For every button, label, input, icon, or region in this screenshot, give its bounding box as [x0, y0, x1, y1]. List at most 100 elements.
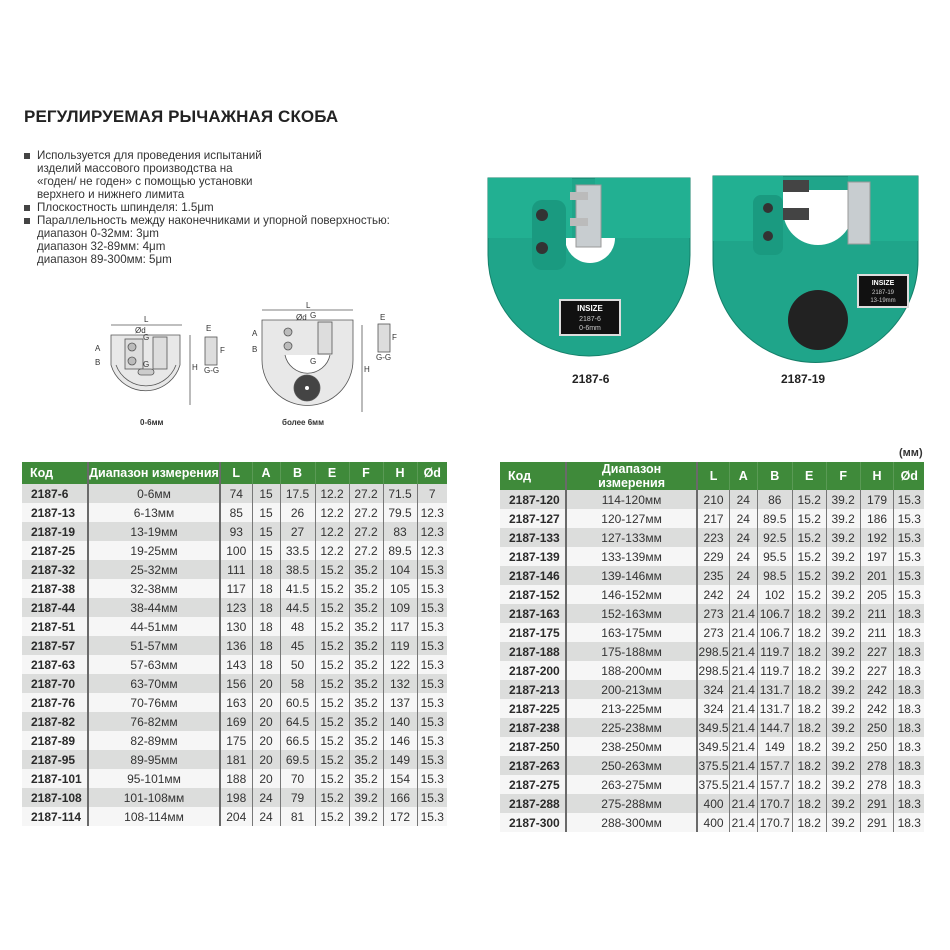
screw-icon — [283, 327, 293, 337]
table-cell: 21.4 — [729, 794, 758, 813]
photo-2187-6: INSIZE 2187-6 0-6mm — [487, 177, 691, 357]
table-cell: 63-70мм — [88, 674, 221, 693]
table-cell: 18.3 — [893, 813, 924, 832]
table-cell: 105 — [383, 579, 418, 598]
table-cell: 21.4 — [729, 699, 758, 718]
table-cell: 2187-13 — [22, 503, 89, 522]
column-header: Ød — [417, 462, 447, 484]
table-cell: 106.7 — [757, 604, 793, 623]
table-cell: 71.5 — [383, 484, 418, 503]
table-row: 2187-38 32-38мм 117 18 41.5 15.2 35.2 105 15.3 — [22, 579, 447, 598]
table-cell: 242 — [860, 680, 895, 699]
column-header: F — [349, 462, 384, 484]
column-header: L — [220, 462, 253, 484]
table-cell: 15.2 — [792, 509, 827, 528]
table-cell: 32-38мм — [88, 579, 221, 598]
label-L: L — [306, 301, 311, 310]
table-cell: 278 — [860, 775, 895, 794]
table-cell: 92.5 — [757, 528, 793, 547]
table-row: 2187-188 175-188мм 298.5 21.4 119.7 18.2 39.2 2… — [500, 642, 924, 661]
table-cell: 117 — [220, 579, 253, 598]
table-cell: 39.2 — [826, 718, 861, 737]
table-cell: 197 — [860, 547, 895, 566]
table-row: 2187-175 163-175мм 273 21.4 106.7 18.2 39.2 211… — [500, 623, 924, 642]
table-cell: 15 — [252, 484, 281, 503]
table-cell: 106.7 — [757, 623, 793, 642]
table-header-row: Код Диапазон измерения L A B E F H Ød — [22, 462, 447, 484]
diagram-small-gauge: L H A B Ød G G E F G-G — [95, 315, 225, 405]
fixed-anvil — [317, 321, 333, 355]
table-cell: 24 — [729, 566, 758, 585]
table-cell: 27 — [280, 522, 316, 541]
feature-line: Используется для проведения испытаний — [37, 149, 262, 162]
table-cell: 82-89мм — [88, 731, 221, 750]
table-cell: 39.2 — [826, 585, 861, 604]
table-cell: 18.3 — [893, 623, 924, 642]
table-cell: 74 — [220, 484, 253, 503]
table-cell: 18.2 — [792, 756, 827, 775]
table-cell: 15.3 — [417, 769, 447, 788]
table-cell: 39.2 — [826, 509, 861, 528]
table-cell: 250 — [860, 737, 895, 756]
table-cell: 27.2 — [349, 484, 384, 503]
table-cell: 2187-188 — [500, 642, 567, 661]
table-cell: 229 — [697, 547, 730, 566]
table-cell: 39.2 — [826, 547, 861, 566]
table-cell: 64.5 — [280, 712, 316, 731]
table-row: 2187-139 133-139мм 229 24 95.5 15.2 39.2 197 15.… — [500, 547, 924, 566]
column-header: H — [383, 462, 418, 484]
table-cell: 250 — [860, 718, 895, 737]
table-row: 2187-76 70-76мм 163 20 60.5 15.2 35.2 137 15.3 — [22, 693, 447, 712]
table-cell: 15 — [252, 522, 281, 541]
brand-logo: INSIZE — [872, 280, 895, 287]
table-cell: 79.5 — [383, 503, 418, 522]
table-cell: 100 — [220, 541, 253, 560]
table-cell: 213-225мм — [565, 699, 699, 718]
table-cell: 143 — [220, 655, 253, 674]
table-cell: 24 — [252, 788, 281, 807]
table-cell: 275-288мм — [565, 794, 699, 813]
table-cell: 12.2 — [315, 522, 350, 541]
table-cell: 18.3 — [893, 756, 924, 775]
table-cell: 2187-89 — [22, 731, 89, 750]
table-row: 2187-250 238-250мм 349.5 21.4 149 18.2 39.2 250… — [500, 737, 924, 756]
table-cell: 0-6мм — [88, 484, 221, 503]
table-row: 2187-32 25-32мм 111 18 38.5 15.2 35.2 104 15.3 — [22, 560, 447, 579]
table-cell: 89-95мм — [88, 750, 221, 769]
table-cell: 15.2 — [315, 731, 350, 750]
table-cell: 2187-133 — [500, 528, 567, 547]
table-cell: 39.2 — [826, 680, 861, 699]
table-cell: 2187-44 — [22, 598, 89, 617]
table-cell: 18 — [252, 560, 281, 579]
table-cell: 139-146мм — [565, 566, 699, 585]
gauge-inner-arc — [115, 364, 177, 387]
table-cell: 7 — [417, 484, 447, 503]
table-cell: 137 — [383, 693, 418, 712]
table-cell: 93 — [220, 522, 253, 541]
table-cell: 39.2 — [826, 661, 861, 680]
table-cell: 2187-175 — [500, 623, 567, 642]
table-row: 2187-263 250-263мм 375.5 21.4 157.7 18.2 39.2 2… — [500, 756, 924, 775]
table-cell: 2187-263 — [500, 756, 567, 775]
table-cell: 18.2 — [792, 680, 827, 699]
table-row: 2187-200 188-200мм 298.5 21.4 119.7 18.2 39.2 2… — [500, 661, 924, 680]
table-cell: 24 — [729, 509, 758, 528]
plate-model: 2187-19 — [872, 290, 895, 296]
table-cell: 122 — [383, 655, 418, 674]
plate-range: 13-19mm — [870, 298, 895, 304]
table-cell: 15.2 — [315, 712, 350, 731]
table-cell: 2187-300 — [500, 813, 567, 832]
table-cell: 39.2 — [826, 775, 861, 794]
table-cell: 225-238мм — [565, 718, 699, 737]
table-cell: 39.2 — [349, 807, 384, 826]
table-row: 2187-300 288-300мм 400 21.4 170.7 18.2 39.2 291… — [500, 813, 924, 832]
table-cell: 15.2 — [315, 560, 350, 579]
table-cell: 2187-51 — [22, 617, 89, 636]
column-header: E — [315, 462, 350, 484]
table-cell: 18.2 — [792, 794, 827, 813]
table-cell: 131.7 — [757, 699, 793, 718]
table-cell: 15.3 — [893, 585, 924, 604]
column-header: Код — [500, 462, 567, 490]
label-G: G — [310, 357, 316, 366]
label-L: L — [144, 315, 149, 324]
